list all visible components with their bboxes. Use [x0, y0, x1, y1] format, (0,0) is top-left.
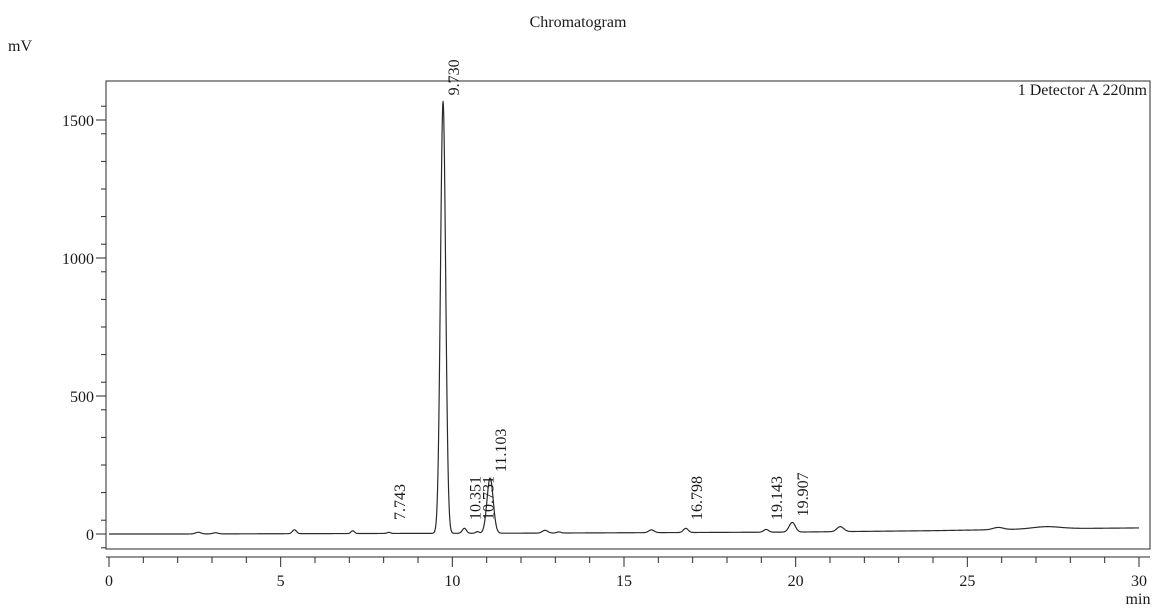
peak-label: 11.103 [493, 429, 510, 472]
peak-label: 19.907 [795, 472, 812, 516]
y-tick-label: 1000 [62, 251, 94, 268]
chart-title: Chromatogram [530, 14, 627, 31]
x-tick-label: 0 [105, 573, 113, 590]
y-tick-label: 1500 [62, 113, 94, 130]
legend-label: 1 Detector A 220nm [1018, 82, 1148, 99]
x-tick-label: 10 [444, 573, 460, 590]
x-tick-label: 5 [277, 573, 285, 590]
x-tick-label: 30 [1131, 573, 1147, 590]
peak-label: 7.743 [392, 484, 409, 520]
axis-layer: 0 5 10 15 20 25 30 0 500 1000 1500 [62, 105, 1147, 590]
x-axis-label: min [1126, 591, 1151, 608]
y-axis-label: mV [8, 38, 32, 55]
peak-label: 16.798 [689, 476, 706, 520]
peak-label: 10.351 [467, 476, 484, 520]
peak-label: 10.731 [480, 476, 497, 520]
chromatogram-trace [108, 100, 1140, 535]
y-tick-label: 0 [86, 527, 94, 544]
x-tick-label: 25 [959, 573, 975, 590]
plot-frame [105, 80, 1151, 550]
x-tick-label: 15 [616, 573, 632, 590]
peak-label: 19.143 [769, 476, 786, 520]
x-tick-label: 20 [788, 573, 804, 590]
peak-label: 9.730 [446, 59, 463, 95]
y-tick-label: 500 [70, 389, 94, 406]
